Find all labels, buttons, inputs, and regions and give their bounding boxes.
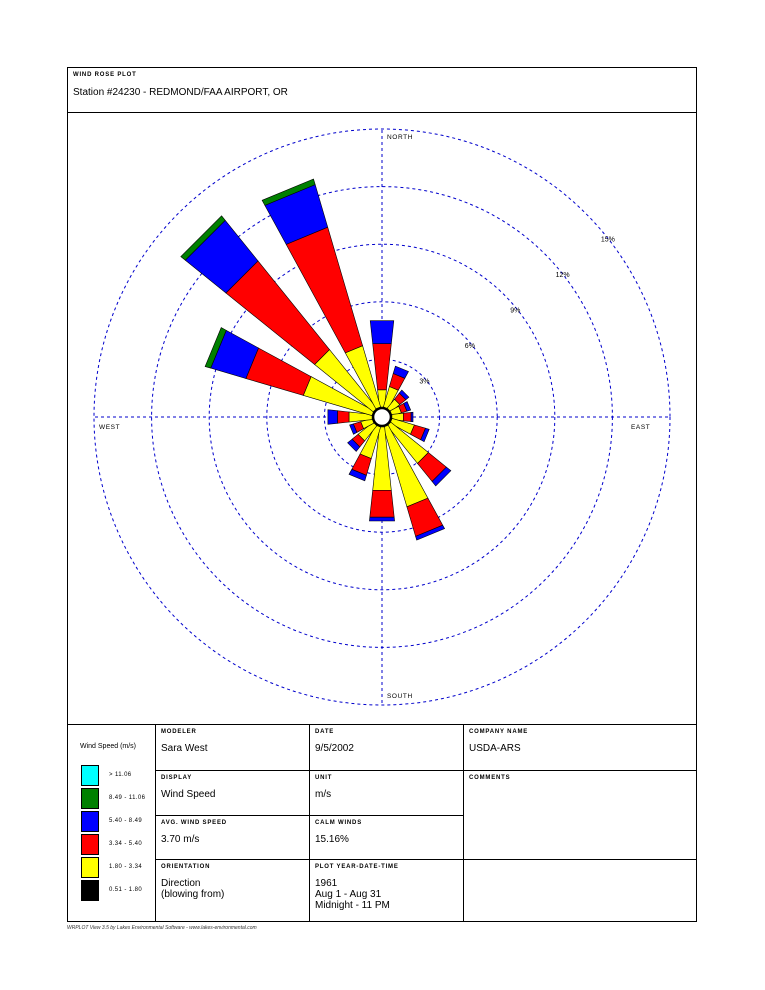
legend-swatch-1-80 (81, 857, 99, 878)
comments-cell: COMMENTS (464, 771, 696, 859)
legend-label: 8.49 - 11.06 (109, 795, 146, 801)
legend-swatch-0-51 (81, 880, 99, 901)
ring-6 (266, 301, 498, 533)
avg-speed-label: AVG. WIND SPEED (161, 820, 227, 826)
legend-swatch-3-34 (81, 834, 99, 855)
plot-frame: WIND ROSE PLOT Station #24230 - REDMOND/… (67, 67, 697, 922)
rose-bar-segment (420, 427, 430, 443)
plot-year-label: PLOT YEAR-DATE-TIME (315, 864, 399, 870)
rose-bar-segment (431, 466, 452, 487)
wind-rose-chart: 3% 6% 9% 12% 15% NORTH SOUTH EAST WEST (93, 128, 671, 706)
ring-label: 15% (601, 237, 615, 244)
legend-swatch-8-49 (81, 788, 99, 809)
ring-label: 3% (419, 379, 429, 386)
rose-bar-segment (337, 410, 350, 424)
rose-bar-segment (204, 327, 227, 369)
date-value: 9/5/2002 (315, 743, 354, 754)
calm-winds-value: 15.16% (315, 834, 349, 845)
ring-9 (208, 243, 556, 591)
orientation-value: Direction (blowing from) (161, 878, 224, 900)
rose-bar-segment (369, 320, 395, 345)
unit-value: m/s (315, 789, 332, 800)
orientation-label: ORIENTATION (161, 864, 211, 870)
company-label: COMPANY NAME (469, 729, 529, 735)
rose-bar-segment (347, 438, 361, 452)
plot-year-line-1: 1961 (315, 878, 338, 889)
rose-bar-segment (398, 389, 410, 401)
calm-winds-label: CALM WINDS (315, 820, 362, 826)
rose-bar-segment (410, 411, 414, 423)
rose-bar-segment (403, 412, 412, 422)
ring-label: 9% (510, 308, 520, 315)
rose-bar-segment (403, 401, 412, 412)
legend-label: > 11.06 (109, 772, 132, 778)
direction-label-east: EAST (631, 424, 650, 431)
legend-swatch-gt-11-06 (81, 765, 99, 786)
legend-label: 0.51 - 1.80 (109, 887, 143, 893)
legend-label: 3.34 - 5.40 (109, 841, 143, 847)
calm-winds-cell: CALM WINDS 15.16% (310, 816, 463, 859)
info-panel: Wind Speed (m/s) > 11.06 8.49 - 11.06 5.… (68, 724, 696, 922)
comments-label: COMMENTS (469, 775, 511, 781)
rose-bar-segment (261, 178, 316, 206)
unit-label: UNIT (315, 775, 333, 781)
plot-year-value: 1961 Aug 1 - Aug 31 Midnight - 11 PM (315, 878, 390, 911)
orientation-cell: ORIENTATION Direction (blowing from) (156, 860, 309, 922)
ring-15 (93, 128, 671, 706)
company-cell: COMPANY NAME USDA-ARS (464, 725, 696, 770)
legend-label: 1.80 - 3.34 (109, 864, 143, 870)
ring-12 (151, 186, 613, 648)
plot-type-label: WIND ROSE PLOT (73, 72, 137, 78)
rose-bar-segment (415, 524, 446, 541)
rose-bar-segment (349, 423, 358, 435)
ring-label: 12% (556, 272, 570, 279)
rose-bar-segment (369, 489, 395, 518)
modeler-label: MODELER (161, 729, 197, 735)
software-credit: WRPLOT View 3.5 by Lakes Environmental S… (67, 925, 257, 931)
plot-header: WIND ROSE PLOT Station #24230 - REDMOND/… (68, 68, 696, 113)
direction-label-north: NORTH (387, 134, 413, 141)
rose-bar-segment (392, 365, 409, 379)
direction-label-south: SOUTH (387, 693, 413, 700)
modeler-cell: MODELER Sara West (156, 725, 309, 770)
display-cell: DISPLAY Wind Speed (156, 771, 309, 815)
legend-title: Wind Speed (m/s) (80, 743, 137, 750)
company-value: USDA-ARS (469, 743, 521, 754)
rose-bar-segment (180, 215, 226, 261)
rose-bar-segment (372, 343, 392, 391)
legend-swatch-5-40 (81, 811, 99, 832)
avg-speed-cell: AVG. WIND SPEED 3.70 m/s (156, 816, 309, 859)
rose-bar-segment (348, 468, 367, 482)
plot-year-cell: PLOT YEAR-DATE-TIME 1961 Aug 1 - Aug 31 … (310, 860, 463, 922)
plot-year-line-3: Midnight - 11 PM (315, 900, 390, 911)
direction-label-west: WEST (99, 424, 120, 431)
unit-cell: UNIT m/s (310, 771, 463, 815)
station-title: Station #24230 - REDMOND/FAA AIRPORT, OR (73, 87, 288, 98)
rose-bar-segment (369, 516, 395, 522)
orientation-line-2: (blowing from) (161, 889, 225, 900)
ring-label: 6% (465, 343, 475, 350)
orientation-line-1: Direction (161, 878, 201, 889)
date-cell: DATE 9/5/2002 (310, 725, 463, 770)
calm-center-circle (373, 408, 391, 426)
avg-speed-value: 3.70 m/s (161, 834, 200, 845)
display-value: Wind Speed (161, 789, 216, 800)
rose-bar-segment (327, 409, 338, 425)
display-label: DISPLAY (161, 775, 193, 781)
date-label: DATE (315, 729, 335, 735)
legend-label: 5.40 - 8.49 (109, 818, 143, 824)
plot-year-line-2: Aug 1 - Aug 31 (315, 889, 382, 900)
modeler-value: Sara West (161, 743, 208, 754)
